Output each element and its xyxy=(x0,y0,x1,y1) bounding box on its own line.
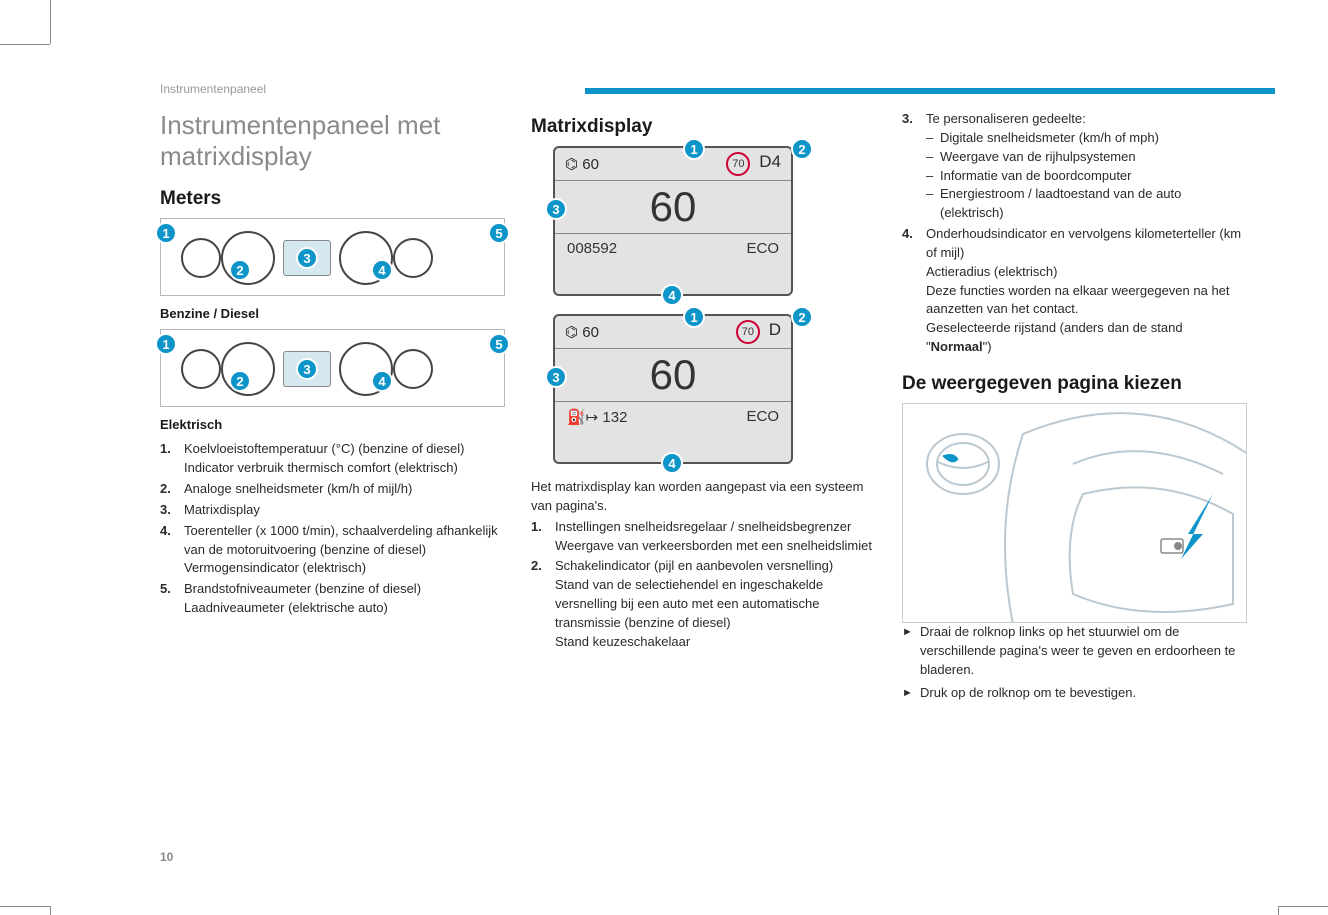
heading-choose-page: De weergegeven pagina kiezen xyxy=(902,373,1247,395)
speed-limit-sign: 70 xyxy=(736,320,760,344)
crop-mark xyxy=(1278,906,1328,907)
callout-1: 1 xyxy=(155,333,177,355)
figure-steering-wheel xyxy=(902,403,1247,623)
list-text: Matrixdisplay xyxy=(184,502,260,517)
matrix-list: Instellingen snelheidsregelaar / snelhei… xyxy=(531,518,876,652)
sub-item: Weergave van de rijhulpsystemen xyxy=(926,148,1247,167)
bold-text: Normaal xyxy=(931,339,983,354)
list-item: Koelvloeistoftemperatuur (°C) (benzine o… xyxy=(160,440,505,478)
instruction-text: Draai de rolknop links op het stuurwiel … xyxy=(920,624,1235,677)
column-1: Instrumentenpaneel met matrixdisplay Met… xyxy=(160,110,505,706)
list-text: Analoge snelheidsmeter (km/h of mijl/h) xyxy=(184,481,412,496)
list-text: Instellingen snelheidsregelaar / snelhei… xyxy=(555,519,851,534)
cruise-icon: ⌬ 60 xyxy=(565,323,599,341)
speed-value: 60 xyxy=(555,181,791,234)
callout-4: 4 xyxy=(661,284,683,306)
sub-item: Informatie van de boordcomputer xyxy=(926,167,1247,186)
list-text: Stand keuzeschakelaar xyxy=(555,634,690,649)
gear-indicator: D4 xyxy=(759,152,781,171)
crop-mark xyxy=(50,0,51,44)
heading-matrixdisplay: Matrixdisplay xyxy=(531,116,876,138)
crop-mark xyxy=(0,44,50,45)
speed-limit-sign: 70 xyxy=(726,152,750,176)
list-text: Deze functies worden na elkaar weergegev… xyxy=(926,283,1230,317)
cruise-icon: ⌬ 60 xyxy=(565,155,599,173)
meters-list: Koelvloeistoftemperatuur (°C) (benzine o… xyxy=(160,440,505,618)
callout-1: 1 xyxy=(155,222,177,244)
figure-matrix-1: ⌬ 60 70 D4 60 008592 ECO xyxy=(553,146,793,296)
column-2: Matrixdisplay ⌬ 60 70 D4 60 008592 ECO 1… xyxy=(531,110,876,706)
section-label: Instrumentenpaneel xyxy=(160,82,1270,96)
callout-2: 2 xyxy=(791,306,813,328)
heading-meters: Meters xyxy=(160,188,505,210)
list-text: ") xyxy=(983,339,992,354)
list-item: Analoge snelheidsmeter (km/h of mijl/h) xyxy=(160,480,505,499)
list-text: Indicator verbruik thermisch comfort (el… xyxy=(184,460,458,475)
list-text: Stand van de selectiehendel en ingeschak… xyxy=(555,577,823,630)
figure-gauges-benzine: 3 1 2 4 5 xyxy=(160,218,505,296)
gauge-screen: 3 xyxy=(283,240,331,276)
callout-4: 4 xyxy=(661,452,683,474)
list-text: Brandstofniveaumeter (benzine of diesel) xyxy=(184,581,421,596)
continued-list: Te personaliseren gedeelte: Digitale sne… xyxy=(902,110,1247,357)
list-item: Brandstofniveaumeter (benzine of diesel)… xyxy=(160,580,505,618)
list-text: Koelvloeistoftemperatuur (°C) (benzine o… xyxy=(184,441,465,456)
gauge-dial xyxy=(393,349,433,389)
list-item: Onderhoudsindicator en vervolgens kilome… xyxy=(902,225,1247,357)
range-value: 132 xyxy=(602,409,627,426)
figure-gauges-elektrisch: 3 1 2 4 5 xyxy=(160,329,505,407)
callout-2: 2 xyxy=(791,138,813,160)
callout-1: 1 xyxy=(683,138,705,160)
cruise-value: 60 xyxy=(582,324,599,341)
list-item: Te personaliseren gedeelte: Digitale sne… xyxy=(902,110,1247,223)
gauge-screen: 3 xyxy=(283,351,331,387)
list-text: Onderhoudsindicator en vervolgens kilome… xyxy=(926,226,1241,260)
list-item: Schakelindicator (pijl en aanbevolen ver… xyxy=(531,557,876,651)
drive-mode: ECO xyxy=(746,408,779,426)
column-3: Te personaliseren gedeelte: Digitale sne… xyxy=(902,110,1247,706)
list-text: Toerenteller (x 1000 t/min), schaalverde… xyxy=(184,523,498,557)
instruction-text: Druk op de rolknop om te bevestigen. xyxy=(920,685,1136,700)
list-text: Weergave van verkeersborden met een snel… xyxy=(555,538,872,553)
instruction-item: Draai de rolknop links op het stuurwiel … xyxy=(902,623,1247,680)
list-text: Schakelindicator (pijl en aanbevolen ver… xyxy=(555,558,833,573)
list-item: Toerenteller (x 1000 t/min), schaalverde… xyxy=(160,522,505,579)
instruction-item: Druk op de rolknop om te bevestigen. xyxy=(902,684,1247,703)
drive-mode: ECO xyxy=(746,240,779,257)
callout-1: 1 xyxy=(683,306,705,328)
gauge-dial xyxy=(181,238,221,278)
callout-3: 3 xyxy=(545,366,567,388)
odometer: 008592 xyxy=(567,240,617,257)
crop-mark xyxy=(50,906,51,915)
crop-mark xyxy=(0,906,50,907)
matrix-intro: Het matrixdisplay kan worden aangepast v… xyxy=(531,478,876,516)
cruise-value: 60 xyxy=(582,156,599,173)
callout-5: 5 xyxy=(488,222,510,244)
callout-5: 5 xyxy=(488,333,510,355)
list-text: Geselecteerde rijstand (anders dan de st… xyxy=(926,320,1183,335)
callout-3: 3 xyxy=(296,358,318,380)
sub-item: Energiestroom / laadtoestand van de auto… xyxy=(926,185,1247,223)
steering-svg xyxy=(903,404,1247,623)
gear-indicator: D xyxy=(769,320,781,339)
callout-3: 3 xyxy=(545,198,567,220)
list-text: Laadniveaumeter (elektrische auto) xyxy=(184,600,388,615)
speed-value: 60 xyxy=(555,349,791,402)
list-text: Te personaliseren gedeelte: xyxy=(926,111,1086,126)
gauge-dial xyxy=(181,349,221,389)
list-text: Vermogensindicator (elektrisch) xyxy=(184,560,366,575)
figure-matrix-2: ⌬ 60 70 D 60 ⛽↦ 132 ECO xyxy=(553,314,793,464)
sub-item: Digitale snelheidsmeter (km/h of mph) xyxy=(926,129,1247,148)
page-number: 10 xyxy=(160,850,173,864)
subheading-benzine: Benzine / Diesel xyxy=(160,306,505,321)
callout-3: 3 xyxy=(296,247,318,269)
list-item: Matrixdisplay xyxy=(160,501,505,520)
gauge-dial xyxy=(393,238,433,278)
list-item: Instellingen snelheidsregelaar / snelhei… xyxy=(531,518,876,556)
list-text: Actieradius (elektrisch) xyxy=(926,264,1058,279)
crop-mark xyxy=(1278,906,1279,915)
page-title: Instrumentenpaneel met matrixdisplay xyxy=(160,110,505,172)
range-row: ⛽↦ 132 xyxy=(567,408,627,426)
subheading-elektrisch: Elektrisch xyxy=(160,417,505,432)
